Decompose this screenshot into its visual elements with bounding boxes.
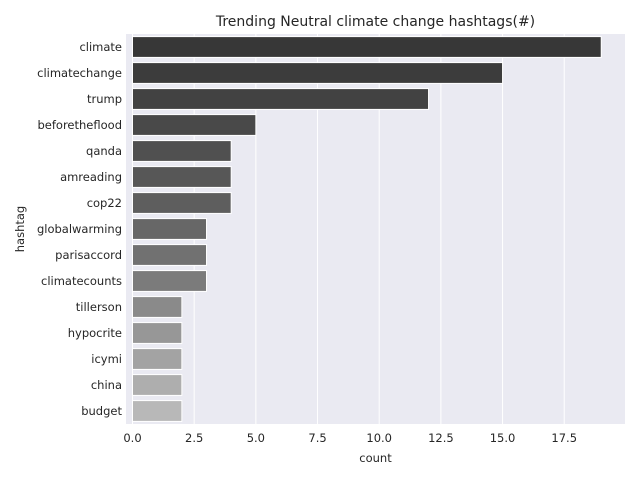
bar-climatechange: [132, 62, 504, 84]
bar-beforetheflood: [132, 114, 257, 136]
y-tick-label: globalwarming: [37, 222, 122, 236]
x-tick-label: 2.5: [185, 431, 203, 445]
y-tick-label: hypocrite: [68, 326, 122, 340]
y-tick-label: budget: [81, 404, 122, 418]
x-tick-label: 15.0: [490, 431, 516, 445]
x-tick-label: 0.0: [123, 431, 141, 445]
bar-trump: [132, 88, 430, 110]
y-tick-label: china: [91, 378, 122, 392]
x-axis-label: count: [359, 451, 392, 465]
bars: [132, 36, 602, 422]
y-tick-label: amreading: [60, 170, 122, 184]
bar-climate: [132, 36, 602, 58]
chart-title: Trending Neutral climate change hashtags…: [215, 14, 535, 30]
x-tick-label: 17.5: [551, 431, 577, 445]
bar-icymi: [132, 348, 183, 370]
bar-climatecounts: [132, 270, 208, 292]
bar-globalwarming: [132, 218, 208, 240]
x-tick-labels: 0.0 2.5 5.0 7.5 10.0 12.5 15.0 17.5: [123, 431, 577, 445]
x-tick-label: 7.5: [308, 431, 326, 445]
x-tick-label: 12.5: [428, 431, 454, 445]
y-tick-label: parisaccord: [55, 248, 122, 262]
y-tick-label: qanda: [86, 144, 122, 158]
bar-amreading: [132, 166, 232, 188]
y-tick-label: trump: [87, 92, 122, 106]
bar-tillerson: [132, 296, 183, 318]
y-tick-label: climatecounts: [41, 274, 122, 288]
y-tick-labels: climate climatechange trump beforetheflood q…: [37, 40, 123, 418]
y-tick-label: climatechange: [37, 66, 122, 80]
bar-parisaccord: [132, 244, 208, 266]
y-axis-label: hashtag: [13, 206, 27, 252]
y-tick-label: tillerson: [76, 300, 122, 314]
y-tick-label: icymi: [91, 352, 122, 366]
y-tick-label: cop22: [87, 196, 122, 210]
y-tick-label: climate: [79, 40, 122, 54]
bar-qanda: [132, 140, 232, 162]
bar-budget: [132, 400, 183, 422]
bar-cop22: [132, 192, 232, 214]
x-tick-label: 5.0: [247, 431, 265, 445]
bar-china: [132, 374, 183, 396]
x-tick-label: 10.0: [366, 431, 392, 445]
bar-hypocrite: [132, 322, 183, 344]
y-tick-label: beforetheflood: [38, 118, 123, 132]
